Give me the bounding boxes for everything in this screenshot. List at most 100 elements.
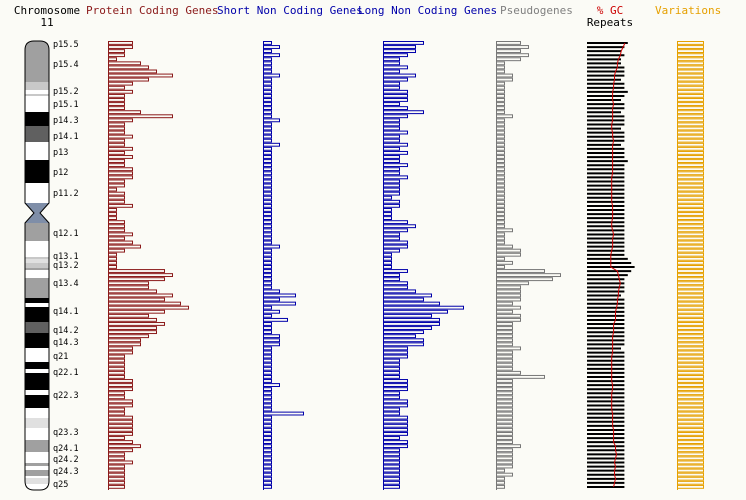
band-p13 xyxy=(25,142,49,160)
variations-bar xyxy=(677,330,704,335)
long-non-coding-bar xyxy=(383,236,400,241)
variations-bar xyxy=(677,175,704,180)
protein-coding-bar xyxy=(108,322,165,326)
band-q22.3 xyxy=(25,384,49,408)
long-non-coding-bar xyxy=(383,338,424,343)
band-p15.4 xyxy=(25,52,49,82)
long-non-coding-bar xyxy=(383,159,400,163)
protein-coding-bar xyxy=(108,224,125,229)
long-non-coding-bar xyxy=(383,89,408,94)
pseudogenes-bar xyxy=(496,248,521,253)
variations-bar xyxy=(677,407,704,412)
short-non-coding-bar xyxy=(263,366,272,371)
protein-coding-bar xyxy=(108,216,117,221)
pseudogenes-bar xyxy=(496,395,513,400)
pseudogenes-bar xyxy=(496,195,505,200)
long-non-coding-bar xyxy=(383,326,432,330)
band-label-p14.3: p14.3 xyxy=(53,116,79,126)
short-non-coding-bar xyxy=(263,334,280,339)
short-non-coding-bar xyxy=(263,65,272,70)
variations-bar xyxy=(677,81,704,86)
long-non-coding-bar xyxy=(383,273,400,278)
long-non-coding-bar xyxy=(383,346,408,351)
protein-coding-bar xyxy=(108,342,141,347)
variations-bar xyxy=(677,118,704,123)
long-non-coding-bar xyxy=(383,81,400,86)
short-non-coding-bar xyxy=(263,293,296,298)
variations-bar xyxy=(677,69,704,74)
long-non-coding-bar xyxy=(383,322,440,326)
pseudogenes-bar xyxy=(496,191,505,196)
protein-coding-bar xyxy=(108,387,133,392)
protein-coding-bar xyxy=(108,228,125,233)
protein-coding-bar xyxy=(108,98,125,102)
pseudogenes-bar xyxy=(496,436,513,440)
long-non-coding-bar xyxy=(383,334,416,339)
long-non-coding-bar xyxy=(383,85,400,90)
variations-bar xyxy=(677,142,704,147)
protein-coding-bar xyxy=(108,285,149,290)
short-non-coding-bar xyxy=(263,252,272,257)
long-non-coding-bar xyxy=(383,57,400,62)
variations-bar xyxy=(677,167,704,172)
protein-coding-bar xyxy=(108,45,133,49)
variations-bar xyxy=(677,313,704,318)
protein-coding-bar xyxy=(108,142,125,147)
pseudogenes-bar xyxy=(496,411,513,416)
pseudogenes-bar xyxy=(496,354,513,359)
short-non-coding-bar xyxy=(263,53,280,58)
variations-bar xyxy=(677,334,704,339)
pseudogenes-bar xyxy=(496,269,545,273)
long-non-coding-bar xyxy=(383,138,400,143)
short-non-coding-bar xyxy=(263,57,272,62)
short-non-coding-bar xyxy=(263,285,272,290)
protein-coding-bar xyxy=(108,265,117,269)
long-non-coding-bar xyxy=(383,248,400,253)
variations-bar xyxy=(677,366,704,371)
protein-coding-bar xyxy=(108,297,165,302)
pseudogenes-bar xyxy=(496,175,505,180)
variations-bar xyxy=(677,370,704,375)
short-non-coding-bar xyxy=(263,440,272,444)
band-label-p12: p12 xyxy=(53,168,68,178)
band-p14.1 xyxy=(25,126,49,142)
pseudogenes-bar xyxy=(496,130,505,135)
pseudogenes-bar xyxy=(496,77,513,82)
pseudogenes-bar xyxy=(496,216,505,221)
pseudogenes-bar xyxy=(496,460,513,465)
variations-bar xyxy=(677,248,704,253)
variations-bar xyxy=(677,273,704,278)
protein-coding-bar xyxy=(108,476,125,481)
band-p11.2 xyxy=(25,183,49,203)
long-non-coding-bar xyxy=(383,77,408,82)
pseudogenes-bar xyxy=(496,383,513,387)
long-non-coding-bar xyxy=(383,379,408,383)
long-non-coding-bar xyxy=(383,403,408,408)
pseudogenes-bar xyxy=(496,468,505,473)
long-non-coding-bar xyxy=(383,73,416,78)
long-non-coding-bar xyxy=(383,134,400,139)
short-non-coding-bar xyxy=(263,199,272,204)
band-q14.2 xyxy=(25,322,49,333)
short-non-coding-bar xyxy=(263,110,272,115)
pseudogenes-bar xyxy=(496,301,513,306)
protein-coding-bar xyxy=(108,383,133,387)
variations-bar xyxy=(677,216,704,221)
pseudogenes-bar xyxy=(496,69,505,74)
protein-coding-bar xyxy=(108,256,117,261)
short-non-coding-bar xyxy=(263,106,272,111)
sub-band-9 xyxy=(25,478,49,484)
band-p15.5 xyxy=(25,41,49,52)
band-label-p11.2: p11.2 xyxy=(53,189,79,199)
protein-coding-bar xyxy=(108,179,125,184)
short-non-coding-bar xyxy=(263,436,272,440)
pseudogenes-header: Pseudogenes xyxy=(500,4,573,17)
protein-coding-bar xyxy=(108,330,157,335)
short-non-coding-bar xyxy=(263,93,272,98)
pseudogenes-bar xyxy=(496,53,529,58)
protein-coding-bar xyxy=(108,354,125,359)
short-non-coding-bar xyxy=(263,452,272,457)
long-non-coding-bar xyxy=(383,354,408,359)
protein-coding-bar xyxy=(108,53,125,58)
